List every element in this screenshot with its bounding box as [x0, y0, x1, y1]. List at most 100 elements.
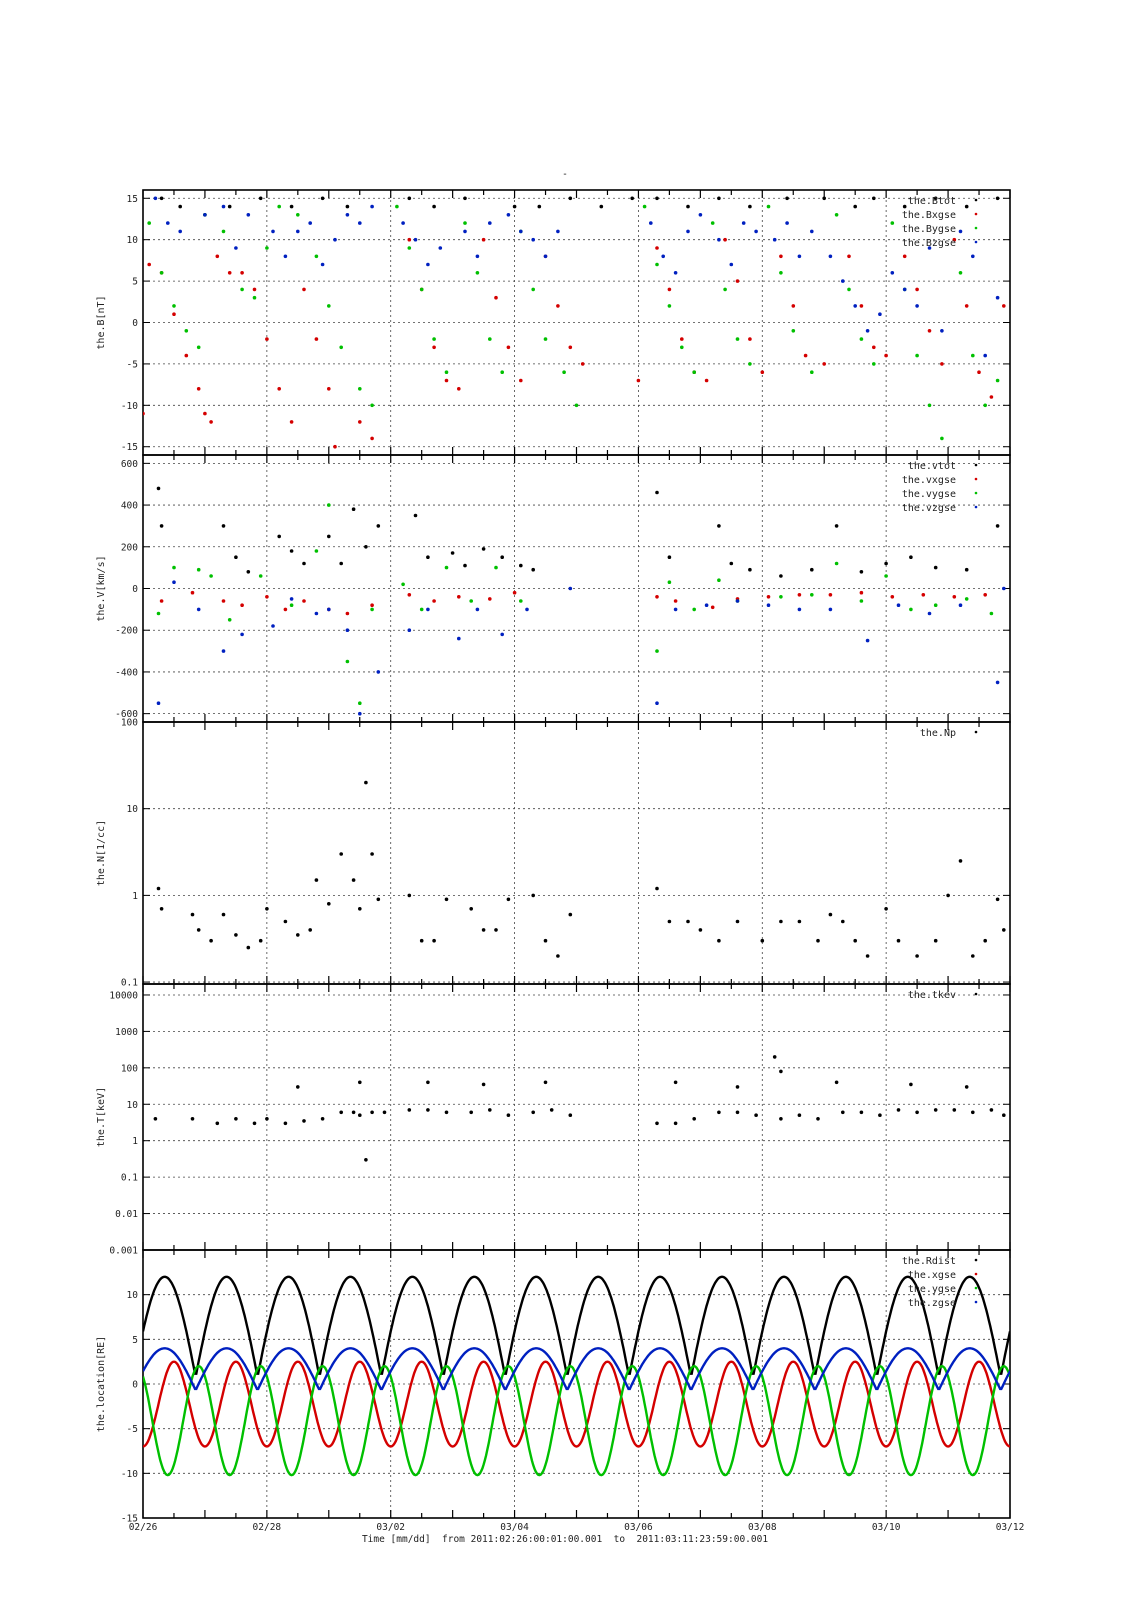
data-point: [810, 593, 814, 597]
y-tick-label: -600: [115, 709, 138, 720]
data-point: [884, 561, 888, 566]
data-point: [432, 337, 436, 341]
data-point: [673, 1080, 678, 1085]
data-point: [964, 1085, 969, 1089]
plot-area: [143, 1275, 1010, 1477]
data-point: [580, 362, 585, 366]
data-point: [314, 549, 319, 553]
y-tick-label: 100: [121, 1063, 138, 1074]
data-point: [258, 938, 263, 943]
y-tick-label: 200: [121, 542, 138, 553]
data-point: [779, 574, 783, 578]
data-point: [549, 1108, 554, 1112]
data-point: [754, 1113, 758, 1117]
data-point: [909, 555, 913, 559]
y-tick-label: 1: [132, 1136, 138, 1147]
x-tick-label: 02/28: [253, 1522, 282, 1533]
data-point: [296, 1085, 300, 1089]
panel-1: 15 10 5 0 -5 -10 -15 the.B[nT] the.Btot the.Bxgse…: [96, 189, 1011, 456]
data-point: [909, 1082, 913, 1087]
data-point: [494, 565, 498, 570]
data-point: [475, 607, 480, 612]
data-point: [568, 196, 573, 201]
legend-entry: the.vxgse: [902, 475, 956, 486]
y-tick-label: 100: [121, 718, 138, 729]
data-point: [946, 893, 950, 898]
data-point: [500, 370, 505, 375]
data-point: [203, 411, 207, 416]
data-point: [327, 304, 331, 308]
data-point: [995, 680, 1000, 685]
data-point: [766, 603, 771, 607]
data-point: [735, 1085, 740, 1089]
data-point: [240, 287, 244, 292]
data-point: [673, 607, 678, 612]
data-point: [940, 436, 944, 441]
data-point: [432, 938, 436, 943]
data-point: [872, 362, 876, 366]
data-point: [308, 928, 313, 932]
data-point: [289, 597, 294, 601]
data-point: [822, 362, 826, 366]
data-point: [772, 1055, 777, 1059]
data-point: [995, 897, 1000, 902]
data-point: [190, 912, 195, 917]
data-point: [506, 1113, 511, 1117]
data-point: [952, 1108, 957, 1112]
data-point: [810, 370, 814, 375]
data-point: [364, 1158, 368, 1162]
data-point: [649, 221, 653, 225]
legend-marker: [974, 505, 978, 509]
y-tick-label: 0: [132, 584, 138, 595]
data-point: [964, 597, 969, 601]
data-point: [859, 590, 864, 595]
legend: the.vtot the.vxgse the.vygse the.vzgse: [902, 461, 978, 514]
data-point: [159, 599, 164, 603]
data-point: [537, 204, 542, 209]
data-point: [803, 353, 808, 358]
data-point: [995, 378, 1000, 383]
data-point: [438, 246, 443, 250]
data-point: [971, 254, 975, 259]
data-point: [556, 304, 560, 308]
data-point: [178, 204, 182, 209]
data-point: [834, 524, 839, 528]
data-point: [977, 370, 981, 375]
y-tick-label: 1000: [115, 1027, 138, 1038]
data-point: [457, 387, 461, 391]
data-point: [779, 254, 783, 259]
data-point: [302, 599, 306, 603]
data-point: [320, 196, 325, 201]
data-point: [407, 246, 412, 250]
data-point: [915, 1110, 919, 1115]
data-point: [481, 1082, 486, 1087]
data-point: [766, 204, 771, 209]
data-point: [859, 599, 864, 603]
data-point: [289, 603, 294, 607]
data-point: [723, 287, 727, 292]
data-point: [568, 345, 573, 350]
data-point: [339, 345, 344, 350]
data-point: [525, 607, 529, 612]
data-point: [252, 1121, 257, 1126]
legend-marker: [974, 491, 978, 495]
data-point: [457, 636, 461, 641]
data-point: [655, 649, 659, 653]
data-point: [884, 907, 888, 911]
data-point: [686, 229, 690, 234]
data-point: [289, 204, 294, 209]
data-point: [166, 221, 170, 225]
data-point: [642, 204, 647, 209]
legend-marker: [974, 212, 978, 216]
series-the.vygse: [156, 503, 994, 705]
legend-marker: [974, 1272, 978, 1276]
legend: the.Np: [920, 728, 978, 739]
data-point: [419, 607, 424, 612]
data-point: [655, 262, 659, 267]
data-point: [407, 893, 412, 898]
data-point: [407, 237, 412, 242]
data-point: [296, 213, 300, 217]
data-point: [481, 928, 486, 932]
data-point: [196, 567, 201, 572]
data-point: [153, 1117, 158, 1121]
